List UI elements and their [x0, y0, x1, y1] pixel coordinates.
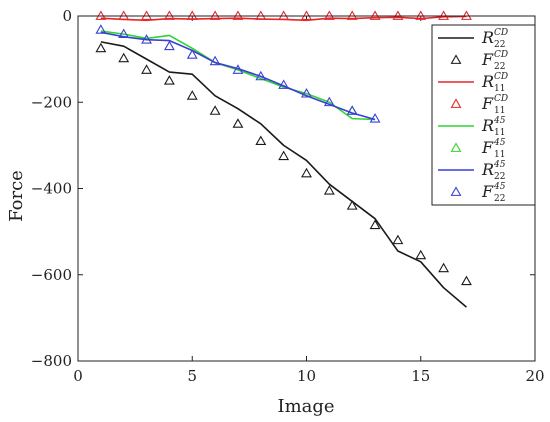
legend-label-sub-f11cd: 11 [494, 106, 505, 116]
data-point-f11cd [209, 10, 221, 20]
data-point-f11cd [369, 10, 381, 20]
legend-label-sup-r11cd: CD [494, 72, 508, 82]
x-tick-label: 20 [525, 367, 544, 385]
data-point-f22cd [461, 275, 472, 286]
data-point-f11cd [461, 10, 472, 20]
y-tick-label: −400 [31, 180, 72, 198]
data-point-f11cd [415, 10, 427, 20]
data-point-f11cd [118, 10, 130, 20]
legend-swatch-f2245 [450, 186, 462, 196]
data-point-f2245 [346, 105, 358, 115]
legend-label-sup-f11cd: CD [494, 94, 508, 104]
data-point-f11cd [278, 10, 290, 20]
x-axis-title: Image [277, 396, 334, 417]
data-point-f22cd [369, 219, 381, 230]
y-axis-title: Force [6, 170, 27, 222]
legend-label-sub-r1145: 11 [494, 128, 505, 138]
series-layer [95, 10, 472, 308]
data-point-f22cd [438, 262, 450, 273]
x-tick-label: 15 [411, 367, 430, 385]
data-point-f22cd [186, 90, 198, 100]
data-point-f22cd [346, 200, 358, 210]
legend-label-sub-f1145: 11 [494, 150, 505, 160]
data-point-f11cd [95, 10, 107, 20]
legend-label-f22cd: F [481, 50, 494, 69]
data-point-f22cd [118, 52, 130, 63]
data-point-f22cd [323, 185, 335, 195]
legend-label-f11cd: F [481, 94, 494, 113]
legend-label-r22cd: R [481, 28, 494, 47]
y-tick-label: 0 [62, 7, 72, 25]
data-point-f22cd [255, 135, 267, 145]
series-line-r1145 [100, 30, 376, 121]
legend-label-sub-f22cd: 22 [494, 62, 505, 72]
data-point-f2245 [186, 49, 198, 59]
series-line-r2245 [100, 31, 376, 121]
data-point-f11cd [163, 10, 175, 20]
data-point-f22cd [301, 167, 312, 178]
legend-label-sup-f22cd: CD [494, 50, 508, 60]
data-point-f11cd [186, 10, 198, 20]
data-point-f22cd [415, 249, 427, 260]
data-point-f11cd [232, 10, 244, 20]
legend-label-sub-r11cd: 11 [494, 84, 505, 94]
data-point-f2245 [209, 55, 221, 66]
data-point-f11cd [438, 10, 450, 20]
legend-label-sub-r22cd: 22 [494, 40, 505, 50]
x-axis-ticks: 0 5 10 15 20 [73, 16, 545, 385]
legend-label-sup-f2245: 45 [493, 182, 506, 192]
legend-label-sup-r2245: 45 [493, 160, 506, 170]
data-point-f2245 [369, 113, 381, 123]
data-point-f2245 [301, 88, 312, 98]
data-point-f2245 [118, 28, 130, 39]
legend-swatch-f1145 [450, 142, 462, 152]
legend-label-f2245: F [481, 182, 494, 201]
data-point-f2245 [163, 40, 175, 51]
legend-label-f1145: F [481, 138, 494, 157]
legend-label-r11cd: R [481, 72, 494, 91]
y-tick-label: −800 [31, 352, 72, 370]
legend-label-sub-r2245: 22 [494, 172, 505, 182]
x-tick-label: 0 [73, 367, 83, 385]
data-point-f22cd [163, 75, 175, 85]
data-point-f22cd [392, 234, 404, 245]
data-point-f2245 [278, 79, 290, 89]
x-tick-label: 10 [297, 367, 316, 385]
data-point-f22cd [278, 150, 290, 161]
data-point-f2245 [255, 70, 267, 81]
data-point-f22cd [95, 42, 107, 53]
legend-label-sup-r1145: 45 [493, 116, 506, 126]
data-point-f11cd [301, 10, 312, 20]
y-tick-label: −600 [31, 266, 72, 284]
series-line-r22cd [100, 41, 467, 308]
data-point-f11cd [392, 10, 404, 20]
legend-label-sup-r22cd: CD [494, 28, 508, 38]
data-point-f11cd [141, 10, 152, 20]
legend-label-r1145: R [481, 116, 494, 135]
data-point-f2245 [95, 24, 107, 34]
data-point-f2245 [323, 96, 335, 107]
legend-swatch-f11cd [450, 98, 462, 108]
data-point-f22cd [141, 64, 152, 74]
data-point-f2245 [141, 34, 152, 44]
legend-label-r2245: R [481, 160, 494, 179]
data-point-f11cd [346, 10, 358, 20]
data-point-f11cd [255, 10, 267, 20]
legend-swatch-f22cd [450, 54, 462, 64]
x-tick-label: 5 [187, 367, 197, 385]
legend-label-sup-f1145: 45 [493, 138, 506, 148]
data-point-f22cd [209, 105, 221, 115]
legend-box [431, 24, 536, 206]
data-point-f22cd [232, 118, 244, 128]
legend-label-sub-f2245: 22 [494, 194, 505, 204]
y-tick-label: −200 [31, 93, 72, 111]
data-point-f2245 [232, 64, 244, 74]
data-point-f11cd [323, 10, 335, 20]
